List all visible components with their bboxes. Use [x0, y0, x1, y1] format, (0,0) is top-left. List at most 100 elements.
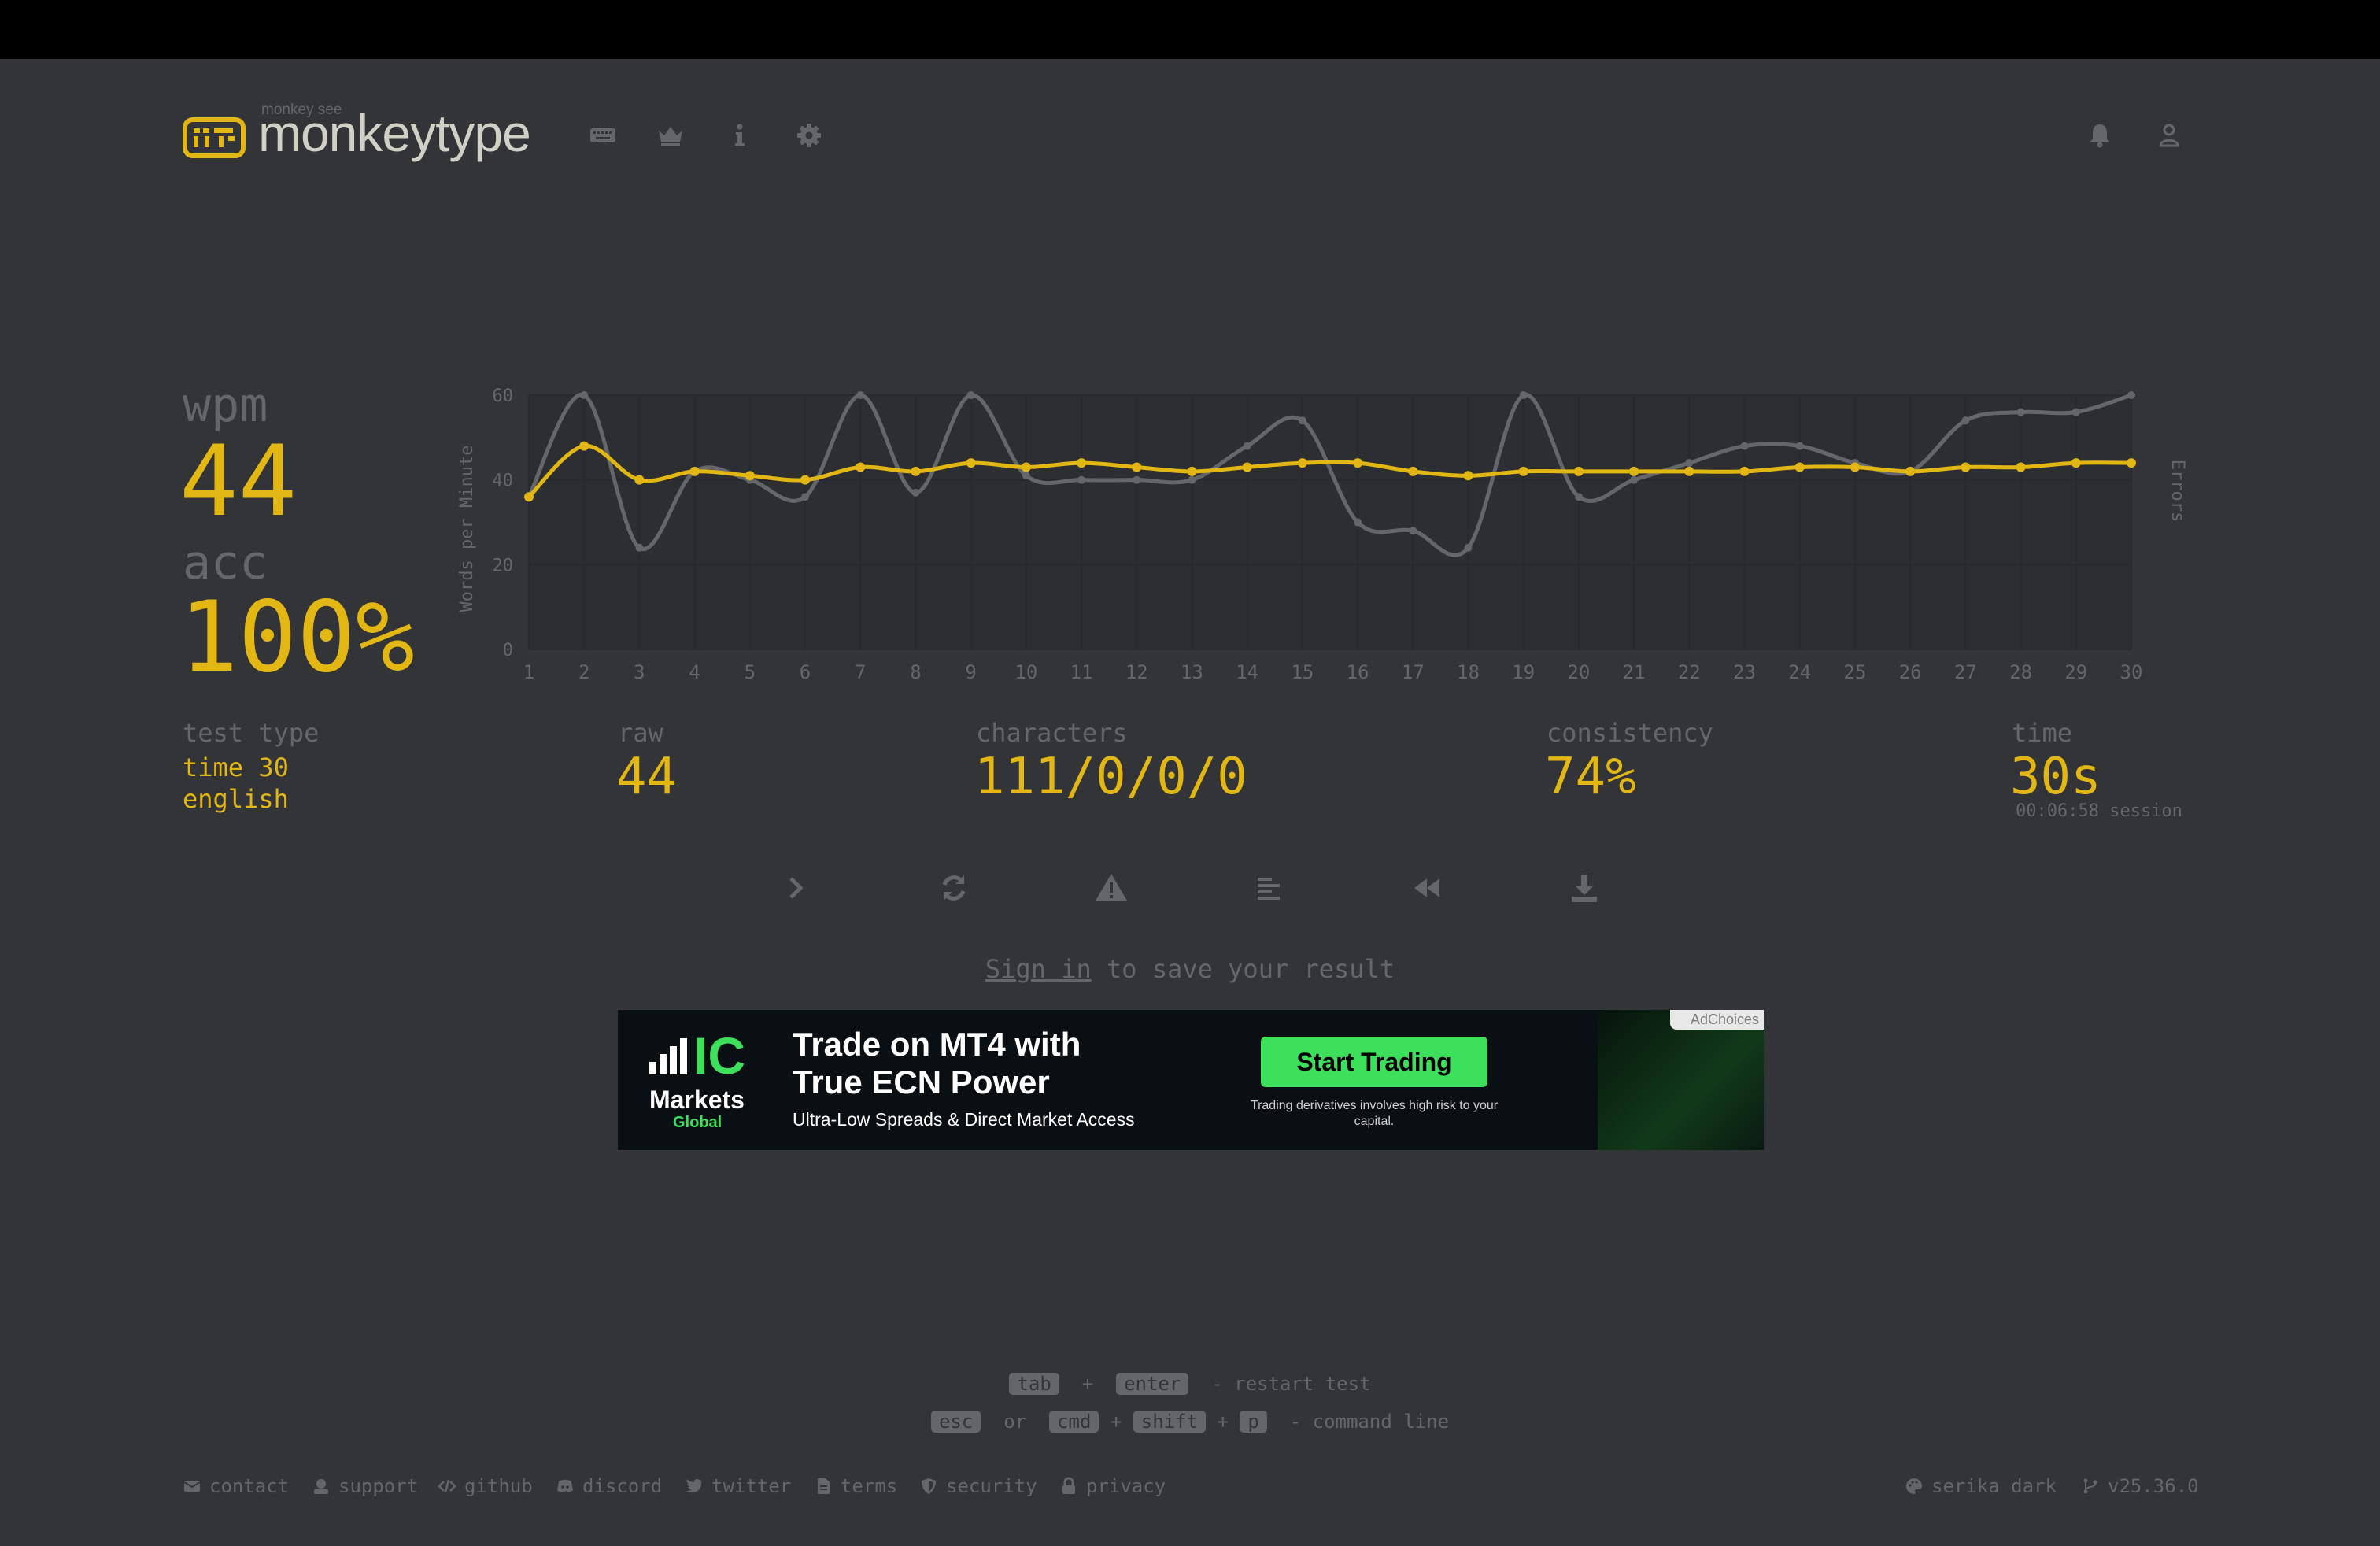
wpm-point	[1961, 462, 1971, 472]
key-tab: tab	[1009, 1373, 1059, 1395]
wpm-point	[1905, 466, 1916, 476]
lock-icon	[1062, 1477, 1075, 1494]
ad-cta-button[interactable]: Start Trading	[1261, 1037, 1488, 1087]
test-language: english	[183, 784, 289, 814]
word-history-button[interactable]	[1250, 869, 1288, 907]
wpm-point	[1297, 458, 1307, 468]
footer-contact-link[interactable]: contact	[183, 1475, 289, 1497]
footer-version-link[interactable]: v25.36.0	[2081, 1475, 2199, 1497]
footer-terms-link[interactable]: terms	[814, 1475, 897, 1497]
restart-hint-text: - restart test	[1211, 1373, 1371, 1395]
time-label: time	[2012, 718, 2073, 748]
ad-headline-2: True ECN Power	[793, 1063, 1050, 1100]
keyboard-icon[interactable]	[587, 120, 619, 151]
plot-area	[529, 395, 2131, 649]
footer-twitter-label: twitter	[711, 1475, 792, 1497]
footer-github-link[interactable]: github	[438, 1475, 533, 1497]
screenshot-button[interactable]	[1565, 869, 1603, 907]
raw-point	[1574, 493, 1583, 501]
footer-privacy-link[interactable]: privacy	[1059, 1475, 1166, 1497]
raw-label: raw	[618, 718, 663, 748]
x-tick-label: 9	[965, 661, 976, 683]
wpm-point	[1021, 462, 1031, 472]
raw-point	[2127, 391, 2135, 399]
align-left-icon	[1258, 878, 1280, 900]
or-text: or	[1003, 1411, 1027, 1433]
raw-point	[1077, 475, 1086, 484]
plus-sign: +	[1081, 1373, 1094, 1395]
wpm-point	[1187, 466, 1197, 476]
footer-security-link[interactable]: security	[919, 1475, 1037, 1497]
footer-twitter-link[interactable]: twitter	[685, 1475, 791, 1497]
raw-point	[2071, 408, 2080, 416]
command-hint-text: - command line	[1289, 1411, 1450, 1433]
wpm-point	[1242, 462, 1252, 472]
code-branch-icon	[2083, 1478, 2097, 1494]
restart-button[interactable]	[935, 869, 973, 907]
wpm-label: wpm	[183, 378, 268, 433]
raw-point	[1740, 442, 1749, 450]
wpm-value: 44	[179, 425, 298, 538]
characters-value: 111/0/0/0	[974, 748, 1247, 806]
raw-point	[635, 543, 644, 552]
y-axis-label: Words per Minute	[457, 446, 477, 612]
twitter-icon	[686, 1479, 702, 1493]
raw-point	[911, 488, 920, 497]
footer-support-link[interactable]: support	[312, 1475, 418, 1497]
discord-icon	[557, 1479, 573, 1492]
footer-support-label: support	[338, 1475, 419, 1497]
ad-banner[interactable]: IC Markets Global Trade on MT4 with True …	[618, 1010, 1764, 1150]
x-tick-label: 14	[1236, 661, 1258, 683]
report-button[interactable]	[1092, 869, 1130, 907]
raw-point	[1464, 543, 1473, 552]
x-tick-label: 15	[1291, 661, 1314, 683]
wpm-point	[1353, 458, 1363, 468]
footer-theme-button[interactable]: serika dark	[1905, 1475, 2057, 1497]
ad-risk-warning: Trading derivatives involves high risk t…	[1250, 1099, 1499, 1128]
footer-terms-label: terms	[841, 1475, 898, 1497]
footer-privacy-label: privacy	[1086, 1475, 1166, 1497]
raw-point	[856, 391, 865, 399]
x-tick-label: 11	[1070, 661, 1093, 683]
sign-in-link[interactable]: Sign in	[985, 954, 1092, 984]
raw-point	[1961, 416, 1970, 425]
wpm-point	[1132, 462, 1142, 472]
replay-button[interactable]	[1408, 869, 1446, 907]
gear-icon[interactable]	[793, 120, 825, 151]
crown-icon[interactable]	[655, 120, 686, 151]
info-icon[interactable]	[724, 120, 756, 151]
characters-label: characters	[976, 718, 1128, 748]
raw-point	[1354, 518, 1362, 527]
consistency-value: 74%	[1545, 748, 1636, 806]
chevron-right-icon	[789, 877, 804, 899]
x-tick-label: 8	[910, 661, 921, 683]
wpm-point	[1739, 466, 1750, 476]
x-tick-label: 26	[1899, 661, 1922, 683]
footer-discord-link[interactable]: discord	[556, 1475, 662, 1497]
time-value: 30s	[2010, 748, 2101, 806]
wpm-point	[745, 471, 755, 481]
user-icon[interactable]	[2153, 120, 2185, 151]
wpm-point	[966, 458, 976, 468]
wpm-point	[856, 462, 866, 472]
ad-headline-1: Trade on MT4 with	[793, 1026, 1081, 1063]
next-test-button[interactable]	[777, 869, 815, 907]
wpm-point	[1408, 466, 1418, 476]
adchoices-badge[interactable]: AdChoices	[1669, 1010, 1764, 1030]
key-enter: enter	[1116, 1373, 1189, 1395]
x-tick-label: 23	[1733, 661, 1756, 683]
x-tick-label: 24	[1788, 661, 1811, 683]
command-line-hint: esc or cmd + shift + p - command line	[0, 1411, 2380, 1433]
footer-version-label: v25.36.0	[2108, 1475, 2199, 1497]
shield-icon	[922, 1478, 936, 1494]
wpm-point	[1463, 471, 1473, 481]
restart-icon	[942, 875, 966, 901]
wpm-point	[800, 475, 811, 485]
bell-icon[interactable]	[2084, 120, 2116, 151]
raw-point	[1243, 442, 1251, 450]
key-cmd: cmd	[1049, 1411, 1099, 1433]
wpm-point	[1850, 462, 1860, 472]
footer-github-label: github	[464, 1475, 533, 1497]
restart-hint: tab + enter - restart test	[0, 1373, 2380, 1395]
x-tick-label: 17	[1402, 661, 1425, 683]
